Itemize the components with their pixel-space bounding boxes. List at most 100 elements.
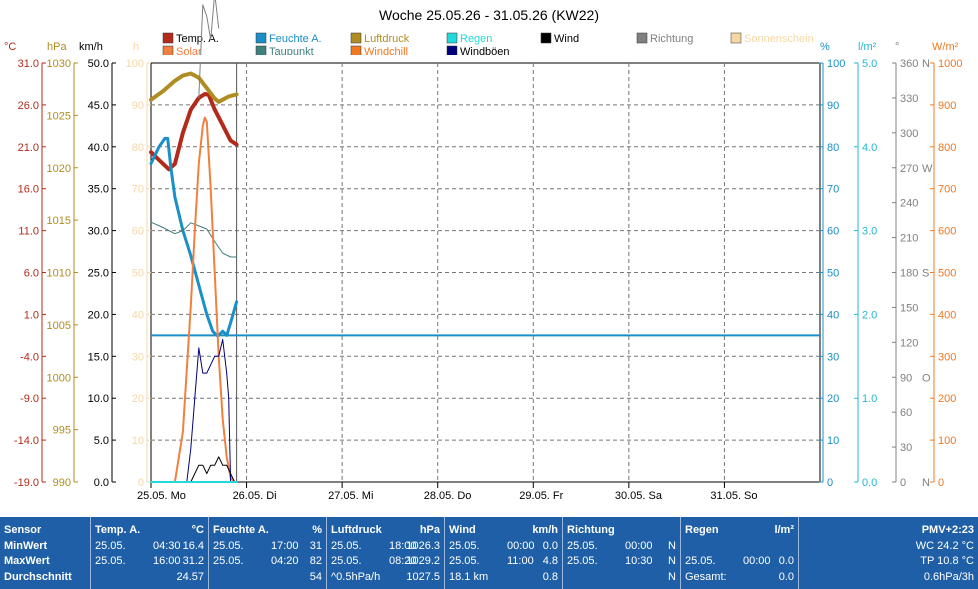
table-cell: 0.0 (778, 555, 794, 567)
table-row: TP 10.8 °C (803, 554, 974, 569)
x-tick-label: 29.05. Fr (519, 490, 563, 502)
y-tick-label: 4.0 (862, 142, 877, 154)
table-row: Regen l/m² (685, 523, 794, 538)
y-tick-label: 45.0 (88, 100, 109, 112)
table-column: Richtung 25.05. 00:00 N 25.05. 10:30 N N (562, 517, 680, 589)
x-tick-label: 30.05. Sa (615, 490, 663, 502)
table-row: 25.05. 00:00 N (567, 539, 676, 554)
series-line (150, 221, 238, 258)
table-cell: hPa (419, 524, 440, 536)
table-cell: 11:00 (507, 555, 534, 567)
x-tick-label: 28.05. Do (424, 490, 472, 502)
legend-swatch (540, 32, 552, 44)
table-cell: 0.8 (542, 570, 558, 583)
y-tick-label: 990 (53, 477, 71, 489)
table-cell: MaxWert (4, 555, 50, 567)
y-tick-label: 25.0 (88, 268, 109, 280)
table-column: PMV+2:23 WC 24.2 °C TP 10.8 °C 0.6hPa/3h (798, 517, 978, 589)
y-tick-label: 800 (938, 142, 956, 154)
table-cell: 00:00 (743, 555, 771, 567)
y-tick-label: -19.0 (14, 477, 39, 489)
table-column: Wind km/h 25.05. 00:00 0.0 25.05. 11:00 4.8 18.1… (444, 517, 562, 589)
table-row: 25.05. 00:00 0.0 (449, 539, 558, 554)
y-tick-label: 40 (827, 309, 839, 321)
series-line (150, 456, 236, 483)
y-tick-label: 60 (132, 226, 144, 238)
legend-label: Richtung (650, 33, 693, 45)
table-cell: WC 24.2 °C (915, 539, 974, 552)
y-tick-label: 360 (900, 58, 918, 70)
table-cell: 16:00 (153, 555, 181, 567)
compass-label: S (922, 268, 929, 280)
table-cell: 25.05. (95, 539, 126, 552)
y-tick-label: 40 (132, 309, 144, 321)
y-tick-label: -14.0 (14, 435, 39, 447)
table-cell: Gesamt: (685, 570, 727, 583)
legend-swatch (446, 32, 458, 44)
y-axis-unit: h (133, 41, 139, 53)
table-cell: 25.05. (685, 555, 716, 567)
weather-chart: Woche 25.05.26 - 31.05.26 (KW22) 25.05. M… (4, 0, 962, 502)
table-cell: Sensor (4, 524, 42, 536)
compass-label: N (922, 477, 930, 489)
y-tick-label: 100 (827, 58, 845, 70)
table-cell: l/m² (774, 524, 794, 536)
y-tick-label: 20 (132, 393, 144, 405)
table-row: PMV+2:23 (803, 523, 974, 538)
legend-label: Sonnenschein (744, 33, 814, 45)
table-row: 25.05. 11:00 4.8 (449, 554, 558, 569)
table-column: Sensor MinWert MaxWert Durchschnitt (0, 517, 90, 589)
table-cell: 25.05. (213, 539, 244, 552)
y-axis-unit: °C (4, 41, 16, 53)
legend-label: Feuchte A. (269, 33, 322, 45)
table-row: 0.6hPa/3h (803, 570, 974, 585)
table-row: 25.05. 04:30 16.4 (95, 539, 204, 554)
y-tick-label: 31.0 (18, 58, 39, 70)
y-tick-label: 90 (827, 100, 839, 112)
table-cell: 04:20 (271, 555, 299, 567)
table-cell: 0.0 (542, 539, 558, 552)
table-cell: 08:20 (389, 555, 417, 567)
y-tick-label: 0 (938, 477, 944, 489)
table-row: 25.05. 08:20 1029.2 (331, 554, 440, 569)
table-cell: 25.05. (213, 555, 244, 567)
table-cell: Feuchte A. (213, 524, 269, 536)
y-tick-label: 30.0 (88, 226, 109, 238)
table-row: 24.57 (95, 570, 204, 585)
y-tick-label: 1005 (47, 320, 71, 332)
y-tick-label: 6.0 (24, 268, 39, 280)
y-tick-label: 50 (827, 268, 839, 280)
table-cell: 10:30 (625, 555, 653, 567)
statistics-table: Sensor MinWert MaxWert Durchschnitt Temp. A.… (0, 517, 978, 589)
y-tick-label: 300 (938, 351, 956, 363)
y-tick-label: 240 (900, 198, 918, 210)
y-tick-label: 995 (53, 425, 71, 437)
table-cell: 0.0 (778, 570, 794, 583)
table-cell: 82 (309, 555, 322, 567)
table-cell: 18:00 (389, 539, 417, 552)
table-cell: % (312, 524, 322, 536)
y-tick-label: 10 (132, 435, 144, 447)
y-tick-label: -4.0 (20, 351, 39, 363)
table-cell: 25.05. (331, 555, 362, 567)
table-cell: Regen (685, 524, 719, 536)
y-tick-label: 500 (938, 268, 956, 280)
table-row: 25.05. 10:30 N (567, 554, 676, 569)
table-row: WC 24.2 °C (803, 539, 974, 554)
table-column: Regen l/m² 25.05. 00:00 0.0 Gesamt: 0.0 (680, 517, 798, 589)
table-cell: 25.05. (567, 539, 598, 552)
legend-swatch (446, 45, 458, 57)
table-cell: Temp. A. (95, 524, 141, 536)
x-tick-label: 26.05. Di (233, 490, 277, 502)
y-tick-label: 5.0 (862, 58, 877, 70)
x-tick-label: 31.05. So (710, 490, 757, 502)
table-row: 54 (213, 570, 322, 585)
y-tick-label: 16.0 (18, 184, 39, 196)
y-tick-label: 0 (900, 477, 906, 489)
table-cell: 18.1 km (449, 570, 489, 583)
y-tick-label: 20.0 (88, 309, 109, 321)
legend-swatch (636, 32, 648, 44)
table-cell: 16.4 (182, 539, 204, 552)
y-tick-label: 70 (827, 184, 839, 196)
y-tick-label: 20 (827, 393, 839, 405)
